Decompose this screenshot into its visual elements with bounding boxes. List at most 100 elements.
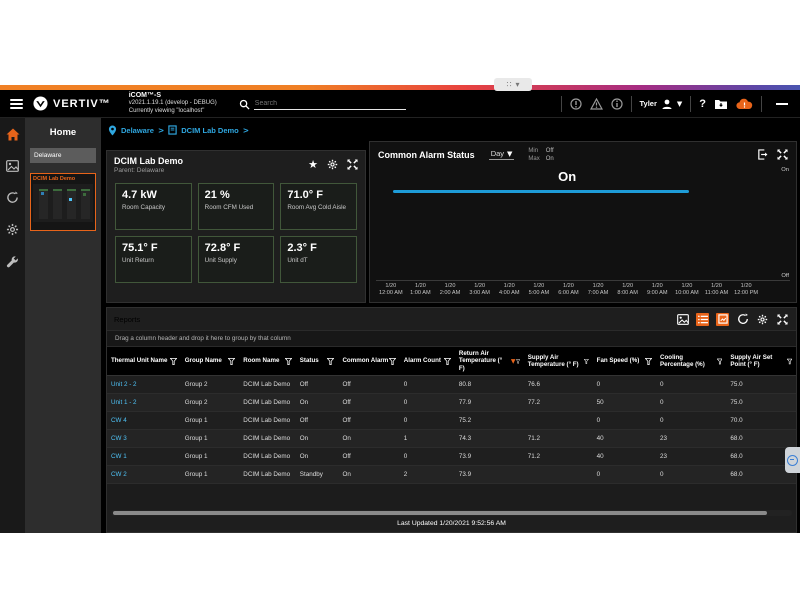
cell-cooling: 23 [660, 435, 668, 443]
table-row[interactable]: CW 2 Group 1 DCIM Lab Demo Standby On 2 73.9 0 0… [107, 466, 796, 485]
cell-alarm: On [342, 435, 351, 443]
scrollbar-thumb[interactable] [113, 511, 767, 515]
folder-export-icon[interactable] [714, 98, 728, 110]
cell-setpoint: 75.0 [730, 399, 743, 407]
table-row[interactable]: Unit 1 - 2 Group 2 DCIM Lab Demo On Off 0 77.9… [107, 394, 796, 413]
cell-name[interactable]: CW 4 [111, 417, 127, 425]
home-icon[interactable] [6, 128, 20, 141]
alarm-critical-icon[interactable] [569, 97, 582, 110]
filter-funnel-icon[interactable] [786, 358, 792, 365]
location-pin-icon [108, 125, 117, 136]
cell-name[interactable]: CW 2 [111, 471, 127, 479]
table-row[interactable]: CW 1 Group 1 DCIM Lab Demo On Off 0 73.9 71.2 40… [107, 448, 796, 467]
range-value: Day [490, 149, 505, 159]
report-view-icon[interactable] [716, 312, 729, 326]
side-extension-handle[interactable] [785, 447, 800, 473]
tools-icon[interactable] [6, 255, 19, 268]
views-icon[interactable] [6, 160, 19, 172]
export-icon[interactable] [757, 149, 768, 161]
minimize-button[interactable] [776, 102, 788, 105]
cell-setpoint: 68.0 [730, 471, 743, 479]
cell-name[interactable]: CW 3 [111, 435, 127, 443]
app-window: VERTIV™ iCOM™-S v2021.1.19.1 (develop - … [0, 85, 800, 533]
metric-tile-cold-aisle: 71.0° F Room Avg Cold Aisle [280, 182, 357, 230]
list-view-icon[interactable] [696, 312, 709, 326]
filter-funnel-icon[interactable] [716, 358, 723, 365]
refresh-icon[interactable] [736, 313, 749, 326]
cell-supply_air: 77.2 [527, 399, 541, 407]
expand-icon[interactable] [776, 313, 789, 326]
cell-alarm: Off [342, 399, 351, 407]
alarm-warning-icon[interactable] [589, 97, 603, 110]
user-name: Tyler [639, 99, 657, 108]
menu-icon[interactable] [10, 98, 23, 109]
cloud-status-icon[interactable] [736, 98, 753, 110]
filter-funnel-icon[interactable] [284, 357, 292, 365]
vertiv-logo: VERTIV™ [33, 96, 111, 111]
column-header-count[interactable]: Alarm Count [400, 347, 455, 375]
table-header-row: Thermal Unit Name Group Name Room Name Stat… [107, 346, 796, 377]
filter-funnel-icon[interactable] [327, 357, 335, 365]
table-row[interactable]: CW 3 Group 1 DCIM Lab Demo On On 1 74.3 71.2 40 2… [107, 430, 796, 449]
filter-funnel-icon[interactable] [515, 358, 520, 365]
filter-funnel-icon[interactable] [228, 357, 236, 365]
column-header-fan[interactable]: Fan Speed (%) [593, 347, 656, 375]
panel-settings-icon[interactable] [756, 313, 769, 326]
sidebar-item-dcim-lab-demo[interactable]: DCIM Lab Demo [30, 173, 96, 231]
cell-return_air: 75.2 [458, 417, 472, 425]
group-by-hint[interactable]: Drag a column header and drop it here to… [107, 329, 796, 347]
table-row[interactable]: CW 4 Group 1 DCIM Lab Demo Off Off 0 75.2 0 0 70.… [107, 412, 796, 431]
column-header-supply_air[interactable]: Supply Air Temperature (° F) [524, 347, 593, 375]
horizontal-scrollbar[interactable] [111, 510, 792, 516]
cell-room: DCIM Lab Demo [243, 435, 291, 443]
column-header-group[interactable]: Group Name [181, 347, 240, 375]
expand-icon[interactable] [777, 149, 788, 161]
cell-alarm: Off [342, 381, 351, 389]
status-line [392, 190, 689, 194]
breadcrumb-separator: > [157, 125, 165, 135]
settings-icon[interactable] [6, 223, 19, 236]
alarm-info-icon[interactable] [610, 97, 623, 110]
sync-icon[interactable] [6, 191, 19, 204]
window-restore-handle[interactable]: ∷ ▾ [494, 78, 532, 91]
cell-room: DCIM Lab Demo [243, 399, 291, 407]
breadcrumb-site[interactable]: Delaware [121, 125, 154, 135]
user-menu[interactable]: Tyler ▼ [639, 98, 682, 110]
cell-alarm: Off [342, 453, 351, 461]
cell-name[interactable]: Unit 2 - 2 [111, 381, 137, 389]
filter-funnel-icon[interactable] [443, 357, 451, 365]
table-row[interactable]: Unit 2 - 2 Group 2 DCIM Lab Demo Off Off 0 80.… [107, 376, 796, 395]
column-header-room[interactable]: Room Name [239, 347, 295, 375]
cell-group: Group 2 [184, 399, 208, 407]
cell-name[interactable]: CW 1 [111, 453, 127, 461]
favorite-star-icon[interactable]: ★ [308, 158, 318, 172]
column-header-return_air[interactable]: Return Air Temperature (° F) ▼ [455, 347, 524, 375]
expand-icon[interactable] [347, 159, 358, 170]
range-select[interactable]: Day ▼ [488, 149, 515, 161]
sidebar-item-delaware[interactable]: Delaware [30, 148, 96, 163]
column-header-name[interactable]: Thermal Unit Name [107, 347, 181, 375]
home-sidebar: Home Delaware DCIM Lab Demo [25, 118, 101, 533]
cell-count: 0 [403, 381, 408, 389]
filter-funnel-icon[interactable] [169, 357, 177, 365]
filter-funnel-icon[interactable] [583, 358, 589, 365]
breadcrumb-room[interactable]: DCIM Lab Demo [181, 125, 239, 135]
help-button[interactable]: ? [699, 97, 706, 110]
search-input[interactable] [253, 97, 406, 110]
cell-alarm: On [342, 471, 351, 479]
y-axis-label-off: Off [781, 272, 789, 279]
minus-circle-icon [787, 454, 798, 466]
cell-name[interactable]: Unit 1 - 2 [111, 399, 137, 407]
column-header-status[interactable]: Status [296, 347, 339, 375]
filter-funnel-icon[interactable] [645, 357, 653, 365]
chart-image-view-icon[interactable] [676, 313, 689, 326]
filter-funnel-icon[interactable] [388, 357, 396, 365]
column-header-setpoint[interactable]: Supply Air Set Point (° F) [726, 347, 796, 375]
x-tick: 1/20 5:00 AM [528, 282, 550, 297]
x-tick: 1/20 3:00 AM [469, 282, 490, 297]
column-header-alarm[interactable]: Common Alarm [338, 347, 399, 375]
app-version: v2021.1.19.1 (develop - DEBUG) [128, 100, 217, 107]
column-header-cooling[interactable]: Cooling Percentage (%) [656, 347, 726, 375]
panel-settings-icon[interactable] [327, 159, 338, 170]
